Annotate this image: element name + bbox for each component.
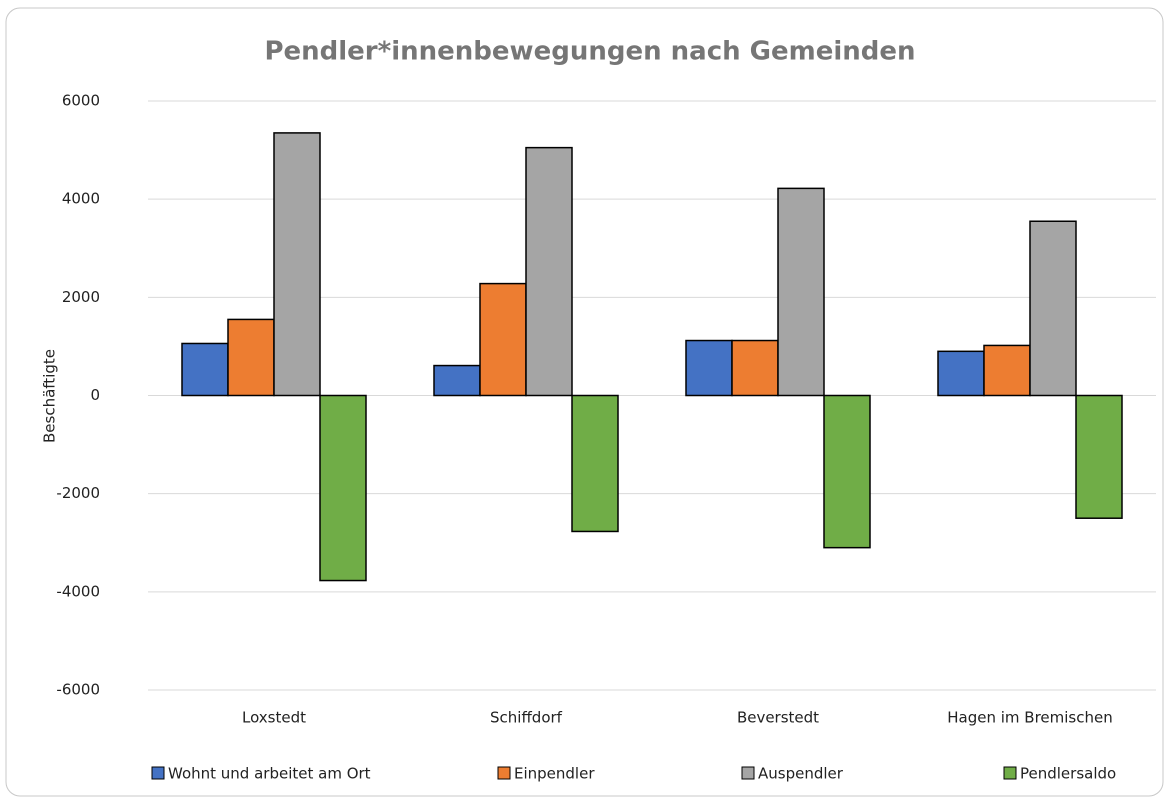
bar (685, 339, 733, 397)
x-tick-label: Hagen im Bremischen (947, 709, 1112, 727)
bar (227, 318, 275, 397)
legend-label: Pendlersaldo (1020, 765, 1116, 783)
bar (777, 187, 825, 397)
y-tick-label: 6000 (62, 92, 100, 110)
legend-swatch (151, 766, 165, 780)
legend-swatch (741, 766, 755, 780)
bar (273, 132, 321, 397)
legend-label: Auspendler (758, 765, 844, 783)
x-tick-label: Loxstedt (242, 709, 306, 727)
legend-swatch (1003, 766, 1017, 780)
bar (937, 350, 985, 397)
bar (181, 342, 229, 397)
y-tick-label: 2000 (62, 288, 100, 306)
y-tick-label: 0 (90, 386, 100, 404)
y-tick-label: -4000 (56, 582, 100, 600)
y-axis-label: Beschäftigte (41, 349, 59, 443)
bar (823, 394, 871, 549)
bar (433, 364, 481, 397)
x-tick-label: Beverstedt (737, 709, 819, 727)
bar (479, 282, 527, 397)
y-tick-label: -2000 (56, 484, 100, 502)
bar (525, 146, 573, 397)
chart-title: Pendler*innenbewegungen nach Gemeinden (264, 37, 915, 67)
y-tick-label: 4000 (62, 190, 100, 208)
bar (983, 344, 1031, 397)
bar (1029, 220, 1077, 397)
bar (1075, 394, 1123, 519)
x-tick-label: Schiffdorf (490, 709, 563, 727)
bar (571, 394, 619, 533)
legend-label: Einpendler (514, 765, 595, 783)
bar (731, 339, 779, 397)
y-tick-label: -6000 (56, 681, 100, 699)
legend-swatch (497, 766, 511, 780)
bar (319, 394, 367, 582)
legend-label: Wohnt und arbeitet am Ort (168, 765, 371, 783)
